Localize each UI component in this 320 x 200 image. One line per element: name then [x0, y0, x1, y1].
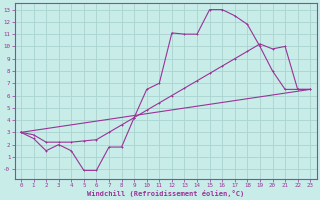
X-axis label: Windchill (Refroidissement éolien,°C): Windchill (Refroidissement éolien,°C)	[87, 190, 244, 197]
